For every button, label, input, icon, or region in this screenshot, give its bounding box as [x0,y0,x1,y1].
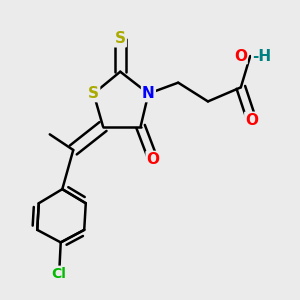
Text: O: O [147,152,160,167]
Text: N: N [142,86,155,101]
Text: Cl: Cl [52,267,67,281]
Text: O: O [234,49,247,64]
Text: O: O [245,113,258,128]
Text: S: S [88,86,99,101]
Text: -H: -H [252,49,271,64]
Text: S: S [115,31,126,46]
